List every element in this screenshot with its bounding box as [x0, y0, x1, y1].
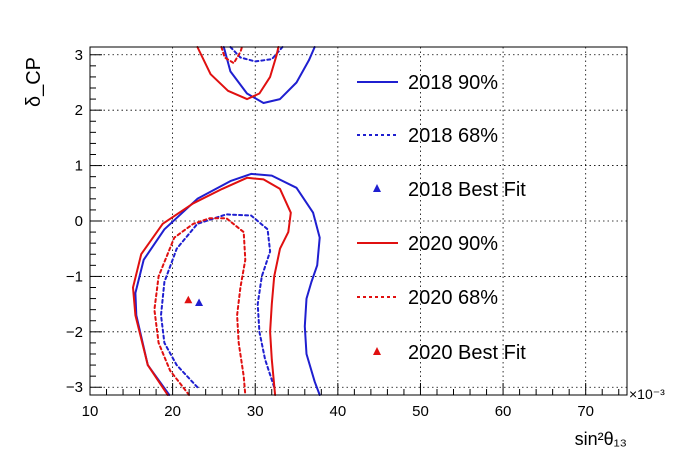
contour-2018-90-0 [134, 172, 321, 396]
contour-curves [132, 46, 321, 396]
legend-label: 2018 90% [408, 72, 498, 94]
x-tick-label: 40 [330, 403, 347, 420]
x-tick-label: 20 [164, 403, 181, 420]
legend-marker [373, 184, 381, 192]
contour-2018-68-1 [229, 46, 284, 63]
legend-label: 2020 68% [408, 287, 498, 309]
y-tick-label: −3 [66, 379, 83, 396]
legend: 2018 90% 2018 68% 2018 Best Fit 2020 90% 202… [357, 72, 526, 364]
legend-entry-2018-68: 2018 68% [357, 125, 498, 147]
y-tick-label: 0 [75, 213, 83, 230]
marker-2018-best-fit [195, 298, 204, 306]
legend-entry-2018-90: 2018 90% [357, 72, 498, 94]
best-fit-markers [184, 295, 204, 306]
y-tick-label: −1 [66, 268, 83, 285]
contour-2018-68-0 [160, 213, 276, 389]
y-tick-label: 2 [75, 102, 83, 119]
axis-ticks [89, 54, 620, 395]
legend-entry-2020-90: 2020 90% [357, 233, 498, 255]
legend-label: 2018 68% [408, 125, 498, 147]
contour-2020-68-0 [153, 217, 247, 396]
legend-entry-2020-best-fit: 2020 Best Fit [373, 342, 526, 364]
legend-label: 2020 Best Fit [408, 342, 526, 364]
y-axis-title: δ_CP [23, 57, 45, 107]
legend-marker [373, 347, 381, 355]
x-tick-label: 10 [82, 403, 99, 420]
plot-frame [89, 46, 628, 396]
contour-2020-68-1 [220, 46, 243, 65]
x-axis-title: sin²θ₁₃ [575, 429, 627, 449]
tick-labels: 10 20 30 40 50 60 70 −3 −2 −1 0 1 2 3 [66, 47, 594, 420]
contour-2018-90-1 [222, 46, 316, 104]
legend-entry-2020-68: 2020 68% [357, 287, 498, 309]
marker-2020-best-fit [184, 295, 193, 304]
legend-label: 2020 90% [408, 233, 498, 255]
contour-2020-90-1 [196, 46, 280, 101]
x-tick-label: 50 [412, 403, 429, 420]
grid-lines [90, 47, 627, 395]
legend-entry-2018-best-fit: 2018 Best Fit [373, 179, 526, 201]
contour-2020-90-0 [132, 176, 292, 396]
x-tick-label: 60 [495, 403, 512, 420]
x-tick-label: 70 [577, 403, 594, 420]
x-tick-label: 30 [247, 403, 264, 420]
legend-label: 2018 Best Fit [408, 179, 526, 201]
y-tick-label: 1 [75, 158, 83, 175]
y-tick-label: 3 [75, 47, 83, 64]
y-tick-label: −2 [66, 324, 83, 341]
x-axis-multiplier: ×10⁻³ [629, 386, 665, 402]
